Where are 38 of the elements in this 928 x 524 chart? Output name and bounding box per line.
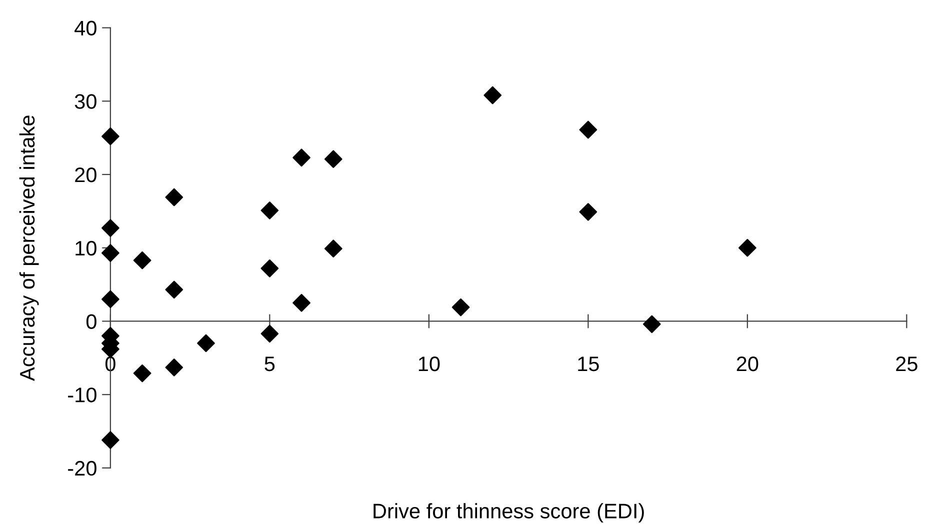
x-tick-label: 25	[896, 356, 918, 372]
point	[452, 298, 470, 316]
point	[197, 334, 215, 352]
y-tick-label: 40	[74, 20, 96, 36]
y-tick-label: 20	[75, 167, 96, 182]
y-tick-label: -10	[68, 388, 96, 402]
y-tick-label: 0	[86, 314, 96, 329]
y-tick-label: 30	[74, 94, 96, 109]
point	[165, 358, 184, 376]
x-tick-label: 20	[736, 356, 758, 372]
point	[260, 324, 279, 343]
y-tick-label: 10	[76, 240, 96, 256]
point	[738, 238, 756, 257]
point	[102, 127, 120, 146]
point	[165, 280, 184, 299]
point	[292, 148, 310, 167]
x-tick-label: 5	[264, 356, 275, 372]
point	[102, 219, 120, 237]
point	[165, 188, 184, 206]
x-tick-label: 10	[418, 356, 440, 372]
x-tick-label: 15	[578, 356, 599, 372]
point	[579, 202, 598, 221]
point	[292, 294, 310, 312]
point	[484, 86, 502, 104]
point	[324, 240, 342, 258]
point	[102, 244, 120, 262]
point	[133, 251, 152, 270]
point	[133, 364, 152, 382]
point	[642, 315, 661, 334]
point	[579, 120, 598, 139]
point	[260, 202, 279, 220]
point	[102, 290, 120, 308]
point	[324, 150, 342, 168]
y-axis-title: Accuracy of perceived intake	[19, 116, 39, 381]
y-tick-label: -20	[68, 460, 96, 476]
point	[102, 431, 120, 449]
point	[260, 259, 279, 278]
x-axis-title: Drive for thinness score (EDI)	[374, 503, 644, 523]
